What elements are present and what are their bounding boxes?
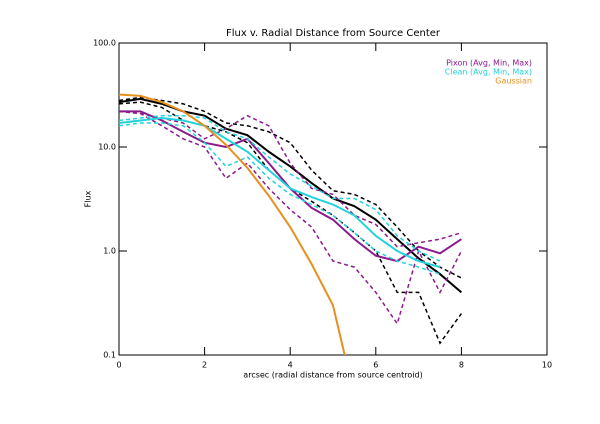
series-line: [119, 117, 441, 269]
x-tick-label: 0: [116, 361, 121, 370]
series-line: [119, 110, 462, 263]
x-tick-label: 6: [373, 361, 378, 370]
x-tick-label: 10: [542, 361, 552, 370]
series-line: [119, 110, 463, 326]
y-axis-label: Flux: [84, 190, 93, 207]
chart-title: Flux v. Radial Distance from Source Cent…: [226, 28, 441, 39]
x-tick-label: 8: [459, 361, 464, 370]
x-tick-label: 2: [202, 361, 207, 370]
series-line: [119, 101, 463, 345]
x-tick-label: 4: [288, 361, 293, 370]
y-tick-label: 10.0: [98, 143, 116, 152]
y-tick-label: 100.0: [93, 39, 116, 48]
series-line: [119, 96, 462, 279]
series-line: [119, 114, 441, 262]
series-line: [119, 97, 463, 294]
plot-area: [119, 93, 463, 355]
legend-entry: Gaussian: [495, 77, 532, 86]
legend-entry: Pixon (Avg, Min, Max): [446, 59, 532, 68]
y-tick-label: 1.0: [103, 247, 116, 256]
legend-entry: Clean (Avg, Min, Max): [445, 68, 532, 77]
x-axis-label: arcsec (radial distance from source cent…: [243, 371, 422, 380]
plot-frame: [118, 42, 548, 356]
series-line: [119, 110, 462, 248]
y-tick-label: 0.1: [103, 351, 116, 360]
series-line: [119, 93, 346, 355]
series-line: [119, 122, 441, 275]
